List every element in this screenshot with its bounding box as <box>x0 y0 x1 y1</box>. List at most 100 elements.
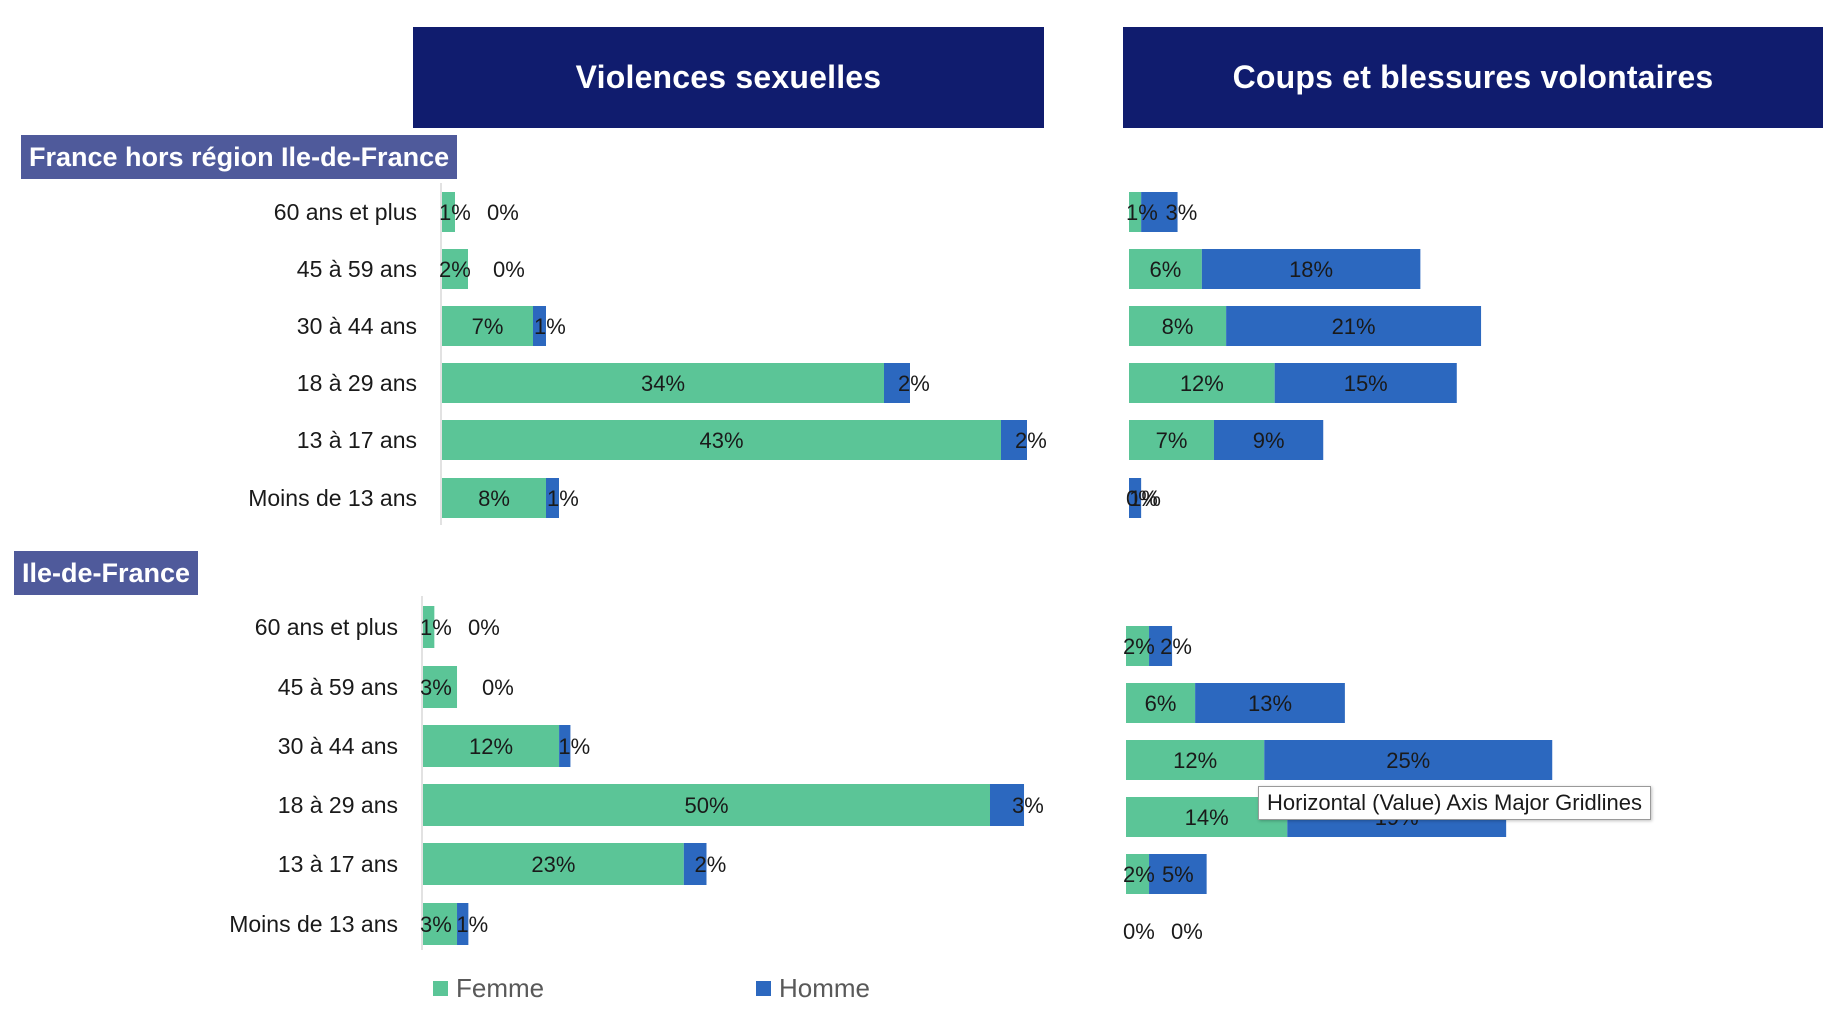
data-label-homme-13-a-17-ans: 2% <box>1015 428 1047 453</box>
data-label-homme-moins-de-13-ans: 1% <box>547 486 579 511</box>
bar-femme-18-a-29-ans <box>442 363 884 403</box>
bar-homme-13-a-17-ans <box>1001 420 1027 460</box>
data-label-homme-45-a-59-ans: 0% <box>482 675 514 700</box>
bar-homme-30-a-44-ans <box>1264 740 1553 780</box>
data-label-homme-45-a-59-ans: 0% <box>493 257 525 282</box>
bar-femme-60-ans-et-plus <box>1129 192 1142 232</box>
data-label-femme-13-a-17-ans: 43% <box>699 428 743 453</box>
data-label-femme-60-ans-et-plus: 2% <box>1123 634 1155 659</box>
data-label-homme-moins-de-13-ans: 1% <box>456 912 488 937</box>
data-label-femme-moins-de-13-ans: 0% <box>1126 486 1158 511</box>
data-label-homme-60-ans-et-plus: 0% <box>487 200 519 225</box>
bar-homme-60-ans-et-plus <box>1149 626 1173 666</box>
bar-femme-30-a-44-ans <box>423 725 560 767</box>
data-label-homme-30-a-44-ans: 25% <box>1386 748 1430 773</box>
data-label-homme-60-ans-et-plus: 0% <box>468 615 500 640</box>
data-label-homme-13-a-17-ans: 2% <box>695 852 727 877</box>
legend-swatch-homme <box>756 981 771 996</box>
bar-femme-45-a-59-ans <box>1126 683 1196 723</box>
bar-homme-13-a-17-ans <box>1213 420 1324 460</box>
bar-homme-30-a-44-ans <box>1226 306 1482 346</box>
data-label-femme-45-a-59-ans: 6% <box>1150 257 1182 282</box>
category-label-13-a-17-ans: 13 à 17 ans <box>297 427 417 453</box>
data-label-femme-moins-de-13-ans: 0% <box>1123 919 1155 944</box>
data-label-femme-30-a-44-ans: 7% <box>472 314 504 339</box>
bar-homme-30-a-44-ans <box>559 725 571 767</box>
bar-homme-moins-de-13-ans <box>546 478 559 518</box>
bar-femme-moins-de-13-ans <box>442 478 546 518</box>
bar-homme-18-a-29-ans <box>884 363 910 403</box>
region-label-france-hors-idf: France hors région Ile-de-France <box>21 135 458 179</box>
bar-femme-60-ans-et-plus <box>1126 626 1150 666</box>
bar-femme-30-a-44-ans <box>1126 740 1265 780</box>
data-label-homme-45-a-59-ans: 18% <box>1289 257 1333 282</box>
legend-label-femme: Femme <box>456 973 545 1003</box>
legend-swatch-femme <box>433 981 448 996</box>
category-label-30-a-44-ans: 30 à 44 ans <box>297 313 417 339</box>
bar-femme-30-a-44-ans <box>1129 306 1227 346</box>
data-label-homme-30-a-44-ans: 1% <box>558 734 590 759</box>
category-label-45-a-59-ans: 45 à 59 ans <box>297 256 417 282</box>
data-label-femme-60-ans-et-plus: 1% <box>420 615 452 640</box>
data-label-femme-moins-de-13-ans: 8% <box>478 486 510 511</box>
header-violences-sexuelles: Violences sexuelles <box>413 27 1044 128</box>
bar-femme-moins-de-13-ans <box>423 903 458 945</box>
data-label-homme-moins-de-13-ans: 1% <box>1129 486 1161 511</box>
data-label-femme-18-a-29-ans: 34% <box>641 371 685 396</box>
data-label-homme-moins-de-13-ans: 0% <box>1171 919 1203 944</box>
bar-homme-13-a-17-ans <box>1149 854 1207 894</box>
category-label-18-a-29-ans: 18 à 29 ans <box>278 792 398 818</box>
bar-femme-13-a-17-ans <box>1129 420 1214 460</box>
data-label-femme-45-a-59-ans: 6% <box>1145 691 1177 716</box>
data-label-femme-30-a-44-ans: 12% <box>469 734 513 759</box>
bar-femme-30-a-44-ans <box>442 306 533 346</box>
region-label-ile-de-france: Ile-de-France <box>14 551 199 595</box>
data-label-homme-18-a-29-ans: 3% <box>1012 793 1044 818</box>
bar-femme-18-a-29-ans <box>1129 363 1275 403</box>
data-label-femme-45-a-59-ans: 2% <box>439 257 471 282</box>
bar-femme-45-a-59-ans <box>423 666 458 708</box>
legend-femme: Femme <box>433 973 544 1004</box>
data-label-homme-30-a-44-ans: 1% <box>534 314 566 339</box>
bar-homme-30-a-44-ans <box>533 306 546 346</box>
bar-femme-45-a-59-ans <box>1129 249 1202 289</box>
bar-homme-45-a-59-ans <box>1201 249 1421 289</box>
data-label-femme-30-a-44-ans: 8% <box>1162 314 1194 339</box>
bar-homme-13-a-17-ans <box>683 843 707 885</box>
data-label-homme-30-a-44-ans: 21% <box>1332 314 1376 339</box>
bar-femme-13-a-17-ans <box>1126 854 1150 894</box>
data-label-homme-13-a-17-ans: 5% <box>1162 862 1194 887</box>
category-label-45-a-59-ans: 45 à 59 ans <box>278 674 398 700</box>
bar-femme-13-a-17-ans <box>423 843 684 885</box>
data-label-femme-45-a-59-ans: 3% <box>420 675 452 700</box>
data-label-homme-18-a-29-ans: 2% <box>898 371 930 396</box>
category-label-moins-de-13-ans: Moins de 13 ans <box>229 911 398 937</box>
bar-femme-60-ans-et-plus <box>442 192 455 232</box>
bar-homme-18-a-29-ans <box>990 784 1025 826</box>
bar-homme-60-ans-et-plus <box>1141 192 1178 232</box>
data-label-homme-45-a-59-ans: 13% <box>1248 691 1292 716</box>
data-label-femme-18-a-29-ans: 14% <box>1185 805 1229 830</box>
data-label-femme-60-ans-et-plus: 1% <box>439 200 471 225</box>
category-label-18-a-29-ans: 18 à 29 ans <box>297 370 417 396</box>
data-label-homme-18-a-29-ans: 15% <box>1344 371 1388 396</box>
legend-homme: Homme <box>756 973 870 1004</box>
category-label-60-ans-et-plus: 60 ans et plus <box>255 614 398 640</box>
data-label-femme-13-a-17-ans: 7% <box>1156 428 1188 453</box>
category-label-13-a-17-ans: 13 à 17 ans <box>278 851 398 877</box>
data-label-homme-60-ans-et-plus: 2% <box>1160 634 1192 659</box>
data-label-femme-60-ans-et-plus: 1% <box>1126 200 1158 225</box>
category-label-30-a-44-ans: 30 à 44 ans <box>278 733 398 759</box>
data-label-femme-13-a-17-ans: 2% <box>1123 862 1155 887</box>
bar-femme-45-a-59-ans <box>442 249 468 289</box>
bar-femme-13-a-17-ans <box>442 420 1001 460</box>
header-coups-blessures: Coups et blessures volontaires <box>1123 27 1823 128</box>
gridlines-tooltip: Horizontal (Value) Axis Major Gridlines <box>1258 786 1651 820</box>
data-label-femme-13-a-17-ans: 23% <box>531 852 575 877</box>
bar-homme-18-a-29-ans <box>1274 363 1457 403</box>
bar-homme-45-a-59-ans <box>1195 683 1345 723</box>
bar-homme-moins-de-13-ans <box>1129 478 1142 518</box>
data-label-femme-moins-de-13-ans: 3% <box>420 912 452 937</box>
data-label-femme-18-a-29-ans: 12% <box>1180 371 1224 396</box>
